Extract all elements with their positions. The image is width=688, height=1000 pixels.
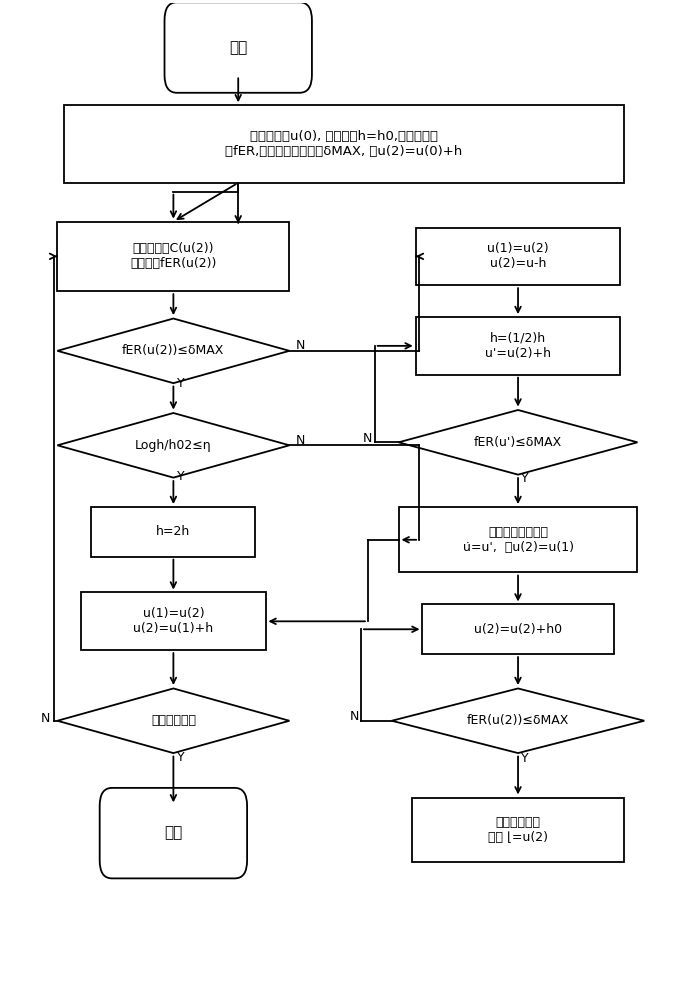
Text: Y: Y bbox=[522, 472, 529, 485]
Text: u(1)=u(2)
u(2)=u-h: u(1)=u(2) u(2)=u-h bbox=[487, 242, 549, 270]
Bar bbox=[422, 604, 614, 654]
Bar bbox=[398, 507, 638, 572]
Text: fER(u(2))≤δMAX: fER(u(2))≤δMAX bbox=[122, 344, 224, 357]
Text: 初始化起点u(0), 搜索步长h=h0,设置目标函
数fER,最大允许轮廓误差δMAX, 令u(2)=u(0)+h: 初始化起点u(0), 搜索步长h=h0,设置目标函 数fER,最大允许轮廓误差δ… bbox=[226, 130, 462, 158]
Text: 计算插补点C(u(2))
目标函数fER(u(2)): 计算插补点C(u(2)) 目标函数fER(u(2)) bbox=[130, 242, 217, 270]
Text: h=(1/2)h
u'=u(2)+h: h=(1/2)h u'=u(2)+h bbox=[485, 332, 551, 360]
Text: Y: Y bbox=[177, 470, 184, 483]
Text: h=2h: h=2h bbox=[156, 525, 191, 538]
Bar bbox=[64, 105, 624, 183]
Polygon shape bbox=[391, 688, 644, 753]
Text: Y: Y bbox=[522, 752, 529, 765]
Text: N: N bbox=[363, 432, 372, 445]
Bar bbox=[416, 317, 621, 375]
Text: 开始: 开始 bbox=[229, 40, 248, 55]
Bar bbox=[57, 222, 290, 291]
Text: Y: Y bbox=[177, 377, 184, 390]
Text: 速度敏感区起点为
u̇=u',  令u(2)=u(1): 速度敏感区起点为 u̇=u', 令u(2)=u(1) bbox=[462, 526, 574, 554]
Bar bbox=[92, 507, 255, 557]
Bar bbox=[416, 228, 621, 285]
Polygon shape bbox=[398, 410, 638, 475]
Text: 曲线扫描结束: 曲线扫描结束 bbox=[151, 714, 196, 727]
Text: 速度敏感区终
点为 ⌊=u(2): 速度敏感区终 点为 ⌊=u(2) bbox=[488, 816, 548, 844]
Text: N: N bbox=[350, 710, 359, 723]
Text: Y: Y bbox=[177, 751, 184, 764]
Bar bbox=[81, 592, 266, 650]
Polygon shape bbox=[57, 319, 290, 383]
Text: N: N bbox=[297, 339, 305, 352]
Polygon shape bbox=[57, 688, 290, 753]
Text: u(2)=u(2)+h0: u(2)=u(2)+h0 bbox=[474, 623, 562, 636]
FancyBboxPatch shape bbox=[164, 2, 312, 93]
Text: fER(u')≤δMAX: fER(u')≤δMAX bbox=[474, 436, 562, 449]
FancyBboxPatch shape bbox=[100, 788, 247, 878]
Polygon shape bbox=[57, 413, 290, 478]
Text: u(1)=u(2)
u(2)=u(1)+h: u(1)=u(2) u(2)=u(1)+h bbox=[133, 607, 213, 635]
Text: fER(u(2))≤δMAX: fER(u(2))≤δMAX bbox=[467, 714, 569, 727]
Text: N: N bbox=[297, 434, 305, 447]
Text: Logh/h02≤η: Logh/h02≤η bbox=[135, 439, 212, 452]
Text: N: N bbox=[41, 712, 50, 725]
Bar bbox=[412, 798, 624, 862]
Text: 结束: 结束 bbox=[164, 826, 182, 841]
